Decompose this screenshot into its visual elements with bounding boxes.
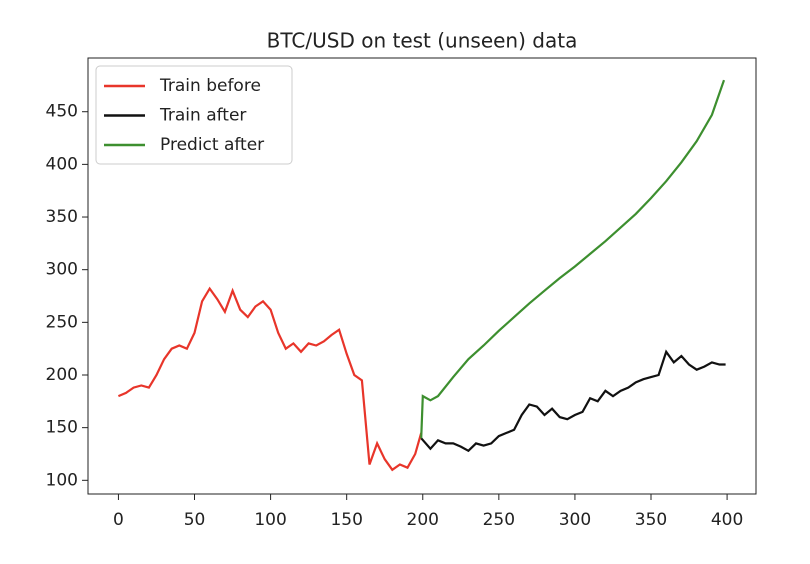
series-line — [117, 286, 423, 472]
x-tick-label: 400 — [711, 510, 743, 530]
x-tick-label: 200 — [407, 510, 439, 530]
x-tick-label: 250 — [483, 510, 515, 530]
legend-label: Train after — [159, 106, 246, 126]
legend-label: Predict after — [160, 135, 264, 155]
x-tick-label: 150 — [330, 510, 362, 530]
x-tick-label: 50 — [184, 510, 206, 530]
y-tick-label: 150 — [46, 418, 78, 438]
x-tick-label: 300 — [559, 510, 591, 530]
y-tick-label: 100 — [46, 470, 78, 490]
series-line — [420, 349, 726, 453]
legend-label: Train before — [159, 76, 261, 96]
y-tick-label: 400 — [46, 154, 78, 174]
chart-title: BTC/USD on test (unseen) data — [267, 29, 578, 53]
x-tick-label: 350 — [635, 510, 667, 530]
legend-box — [95, 65, 293, 165]
series-line — [420, 79, 726, 439]
plot-frame — [87, 57, 757, 495]
y-tick-label: 450 — [46, 102, 78, 122]
x-tick-label: 0 — [113, 510, 124, 530]
y-tick-label: 350 — [46, 207, 78, 227]
y-tick-label: 300 — [46, 260, 78, 280]
x-tick-label: 100 — [254, 510, 286, 530]
y-tick-label: 250 — [46, 312, 78, 332]
y-tick-label: 200 — [46, 365, 78, 385]
